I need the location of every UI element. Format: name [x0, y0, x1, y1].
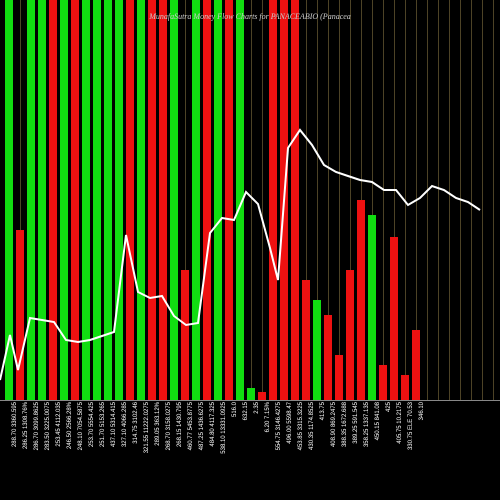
x-axis-label: 425 [386, 402, 392, 412]
x-labels: 288.70 3360.595 286.25 1308.76% 286.70 309… [0, 402, 500, 500]
x-axis-label: 253.45 4112.035 [56, 402, 62, 447]
x-axis-label: 487.25 1436.6275 [199, 402, 205, 450]
x-axis-label: 388.35 1672.688 [342, 402, 348, 447]
x-axis-label: 253.70 5554.425 [89, 402, 95, 447]
x-axis-label: 496.00 5598.47 [287, 402, 293, 444]
x-axis-label: 453.85 3315.3225 [298, 402, 304, 450]
x-axis-label: 554.75 3146.4275 [276, 402, 282, 450]
x-axis-label: 246.50 2566.28% [67, 402, 73, 449]
x-axis-label: 405.75 10.2175 [397, 402, 403, 444]
baseline [0, 400, 500, 401]
line-overlay [0, 0, 500, 400]
x-axis-label: 346.10 [419, 402, 425, 420]
x-axis-label: 632.15 [243, 402, 249, 420]
x-axis-label: 413.75 [320, 402, 326, 420]
x-axis-label: 430.35 1174.8525 [309, 402, 315, 450]
x-axis-label: 327.10 4066.285 [122, 402, 128, 447]
x-axis-label: 330.75 ELE 70.53 [408, 402, 414, 450]
x-axis-label: 288.70 3360.595 [12, 402, 18, 447]
x-axis-label: 286.25 1308.76% [23, 402, 29, 449]
x-axis-label: 251.70 5153.265 [100, 402, 106, 447]
x-axis-label: 6.20 7.15% [265, 402, 271, 432]
x-axis-label: 437.10 5314.415 [111, 402, 117, 447]
x-axis-label: 358.25 1337.135 [364, 402, 370, 447]
x-axis-label: 2.35 [254, 402, 260, 414]
x-axis-label: 484.80 4117.325 [210, 402, 216, 447]
x-axis-label: 321.55 11222.0275 [144, 402, 150, 453]
x-axis-label: 286.70 3099.8625 [34, 402, 40, 450]
x-axis-label: 460.77 5453.8775 [188, 402, 194, 450]
x-axis-label: 248.10 7054.5875 [78, 402, 84, 450]
chart-container: MunafaSutra Money Flow Charts for PANACE… [0, 0, 500, 500]
x-axis-label: 408.90 869.2475 [331, 402, 337, 447]
x-axis-label: 516.0 [232, 402, 238, 417]
x-axis-label: 538.10 13331.0925 [221, 402, 227, 454]
x-axis-label: 450.15 841.08 [375, 402, 381, 440]
x-axis-label: 314.75 3102.46 [133, 402, 139, 444]
x-axis-label: 268.15 1430.795 [177, 402, 183, 447]
chart-title: MunafaSutra Money Flow Charts for PANACE… [0, 12, 500, 21]
x-axis-label: 283.50 3225.0075 [45, 402, 51, 450]
trend-line [0, 130, 480, 380]
x-axis-label: 289.05 363.12% [155, 402, 161, 446]
x-axis-label: 268.70 3158.0275 [166, 402, 172, 450]
x-axis-label: 389.25 591.545 [353, 402, 359, 444]
